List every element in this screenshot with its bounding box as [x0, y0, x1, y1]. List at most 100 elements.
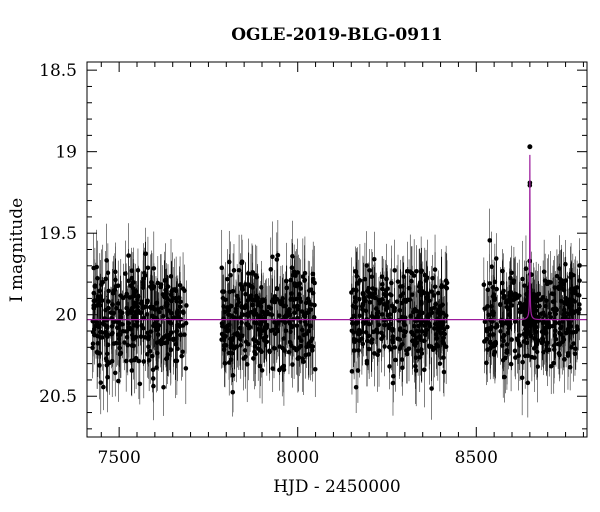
y-tick-label: 19.5: [39, 224, 77, 244]
data-point: [268, 328, 274, 334]
data-point: [371, 256, 377, 262]
data-point: [156, 309, 162, 315]
data-point: [100, 279, 106, 285]
data-point: [95, 341, 101, 346]
data-point: [539, 329, 545, 335]
data-point: [311, 315, 317, 320]
data-point: [487, 281, 492, 286]
data-point: [359, 336, 365, 341]
data-point: [432, 267, 438, 272]
data-point: [230, 389, 236, 395]
data-point: [372, 351, 377, 356]
data-point: [263, 311, 268, 317]
tick-layer: 7500 8000 8500 18.5 19 19.5 20 20.5: [39, 61, 587, 468]
data-point: [434, 336, 440, 341]
data-point: [570, 309, 575, 314]
data-point: [366, 333, 372, 339]
data-point: [565, 350, 571, 356]
data-point: [565, 301, 570, 307]
data-point: [301, 313, 306, 318]
data-point: [548, 314, 553, 320]
data-point: [438, 330, 444, 336]
data-point: [508, 300, 513, 305]
data-point: [286, 349, 292, 355]
data-point: [564, 298, 570, 303]
data-point: [141, 359, 147, 364]
data-point: [492, 295, 497, 301]
data-point: [123, 358, 129, 364]
data-point: [239, 333, 245, 339]
data-point: [168, 292, 174, 297]
data-point: [183, 366, 189, 371]
data-point: [130, 294, 136, 299]
data-point: [140, 285, 146, 291]
data-point: [364, 361, 370, 366]
data-point: [131, 357, 137, 363]
data-point: [574, 285, 580, 290]
data-point: [135, 304, 141, 310]
data-point: [253, 351, 258, 357]
data-point: [365, 288, 370, 294]
data-point: [98, 380, 104, 385]
data-point: [558, 280, 563, 285]
data-point: [355, 281, 361, 286]
y-tick-label: 18.5: [39, 61, 77, 81]
data-point: [441, 335, 446, 341]
data-point: [147, 348, 153, 354]
data-point: [90, 345, 95, 351]
data-point: [440, 322, 446, 328]
data-point: [552, 333, 558, 338]
data-point: [349, 328, 355, 334]
data-point: [494, 286, 499, 292]
data-point: [113, 277, 118, 283]
data-point: [519, 375, 525, 381]
data-point: [520, 359, 526, 365]
data-point: [397, 346, 402, 352]
data-point: [551, 291, 556, 297]
data-point: [150, 367, 156, 373]
data-point: [290, 272, 296, 278]
data-point: [169, 298, 174, 304]
data-point: [296, 292, 302, 297]
data-point: [522, 304, 527, 310]
data-point: [116, 378, 121, 384]
axes-layer: [86, 61, 588, 438]
data-point: [249, 271, 255, 276]
data-point: [258, 304, 264, 309]
data-point: [444, 285, 450, 291]
data-point: [400, 291, 406, 296]
data-point: [114, 305, 119, 311]
data-point: [255, 326, 261, 332]
data-point: [149, 280, 154, 285]
data-point: [101, 384, 106, 390]
data-point: [253, 273, 258, 278]
data-point: [269, 312, 275, 318]
data-point: [562, 357, 567, 362]
data-point: [374, 311, 380, 316]
data-point: [573, 329, 579, 335]
data-point: [394, 299, 400, 304]
data-point: [437, 361, 443, 366]
data-point: [350, 303, 356, 309]
data-point: [401, 333, 407, 339]
data-point: [550, 299, 556, 305]
data-point: [110, 302, 115, 307]
data-point: [306, 352, 312, 357]
data-point: [487, 238, 493, 243]
data-point: [431, 293, 437, 298]
x-tick-label: 8000: [276, 448, 319, 468]
data-point: [540, 320, 545, 326]
data-point: [302, 319, 308, 325]
data-point: [418, 337, 423, 342]
data-point: [486, 312, 491, 318]
data-point: [555, 341, 561, 347]
data-point: [571, 341, 576, 346]
data-point: [517, 333, 522, 338]
data-point: [164, 301, 169, 306]
data-point: [413, 368, 419, 373]
data-point: [430, 347, 436, 353]
data-point: [547, 311, 552, 316]
data-point: [91, 290, 97, 296]
data-point: [485, 287, 491, 293]
data-point: [173, 341, 179, 347]
